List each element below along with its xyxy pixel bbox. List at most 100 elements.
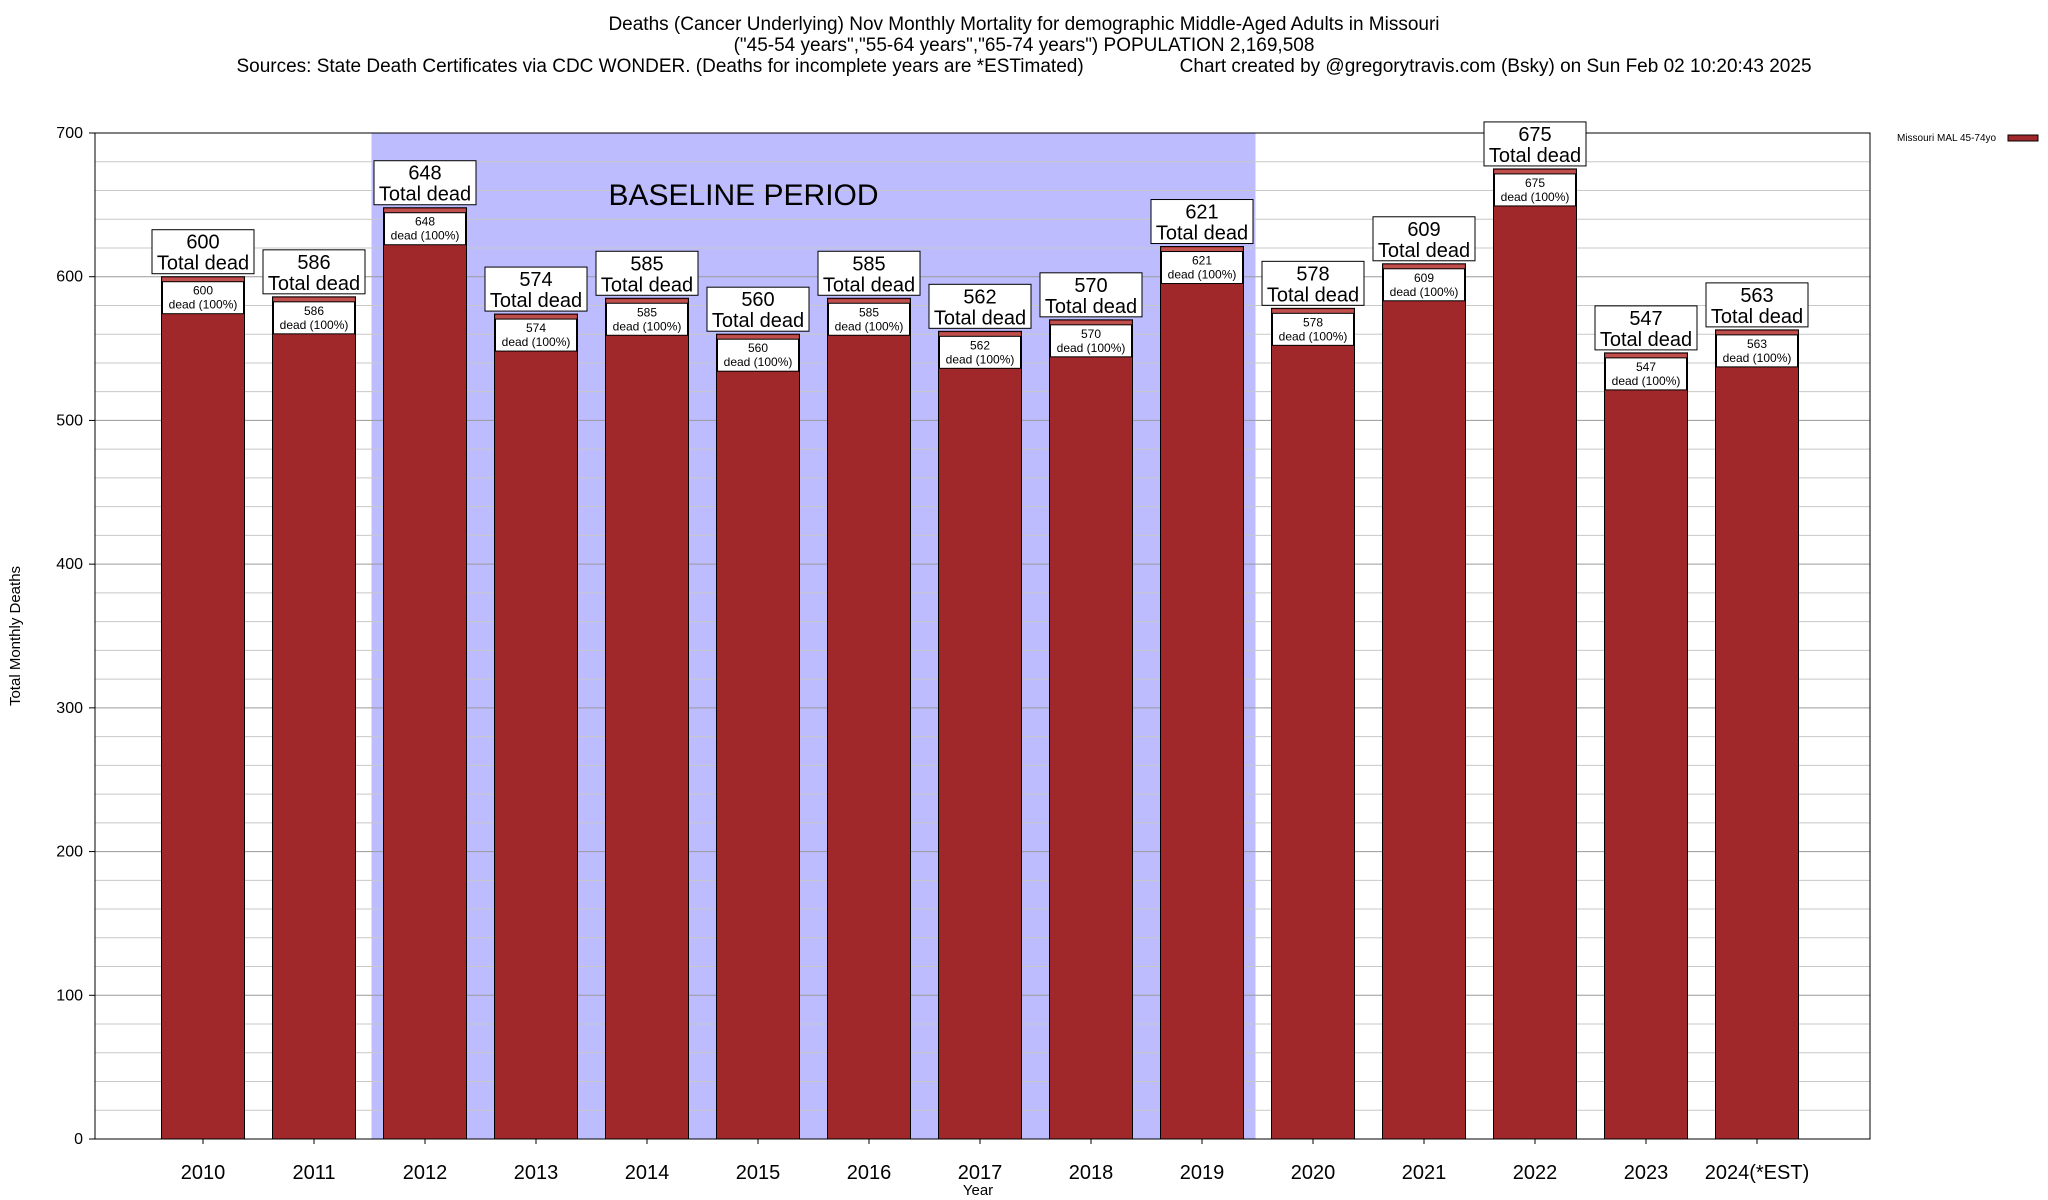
inner-label-value: 562: [970, 338, 990, 352]
bar-cap: [384, 208, 466, 213]
total-label-value: 574: [519, 269, 552, 291]
inner-label-text: dead (100%): [502, 335, 571, 349]
y-tick-label: 300: [56, 700, 83, 717]
bar-cap: [828, 299, 910, 304]
inner-label-text: dead (100%): [946, 352, 1015, 366]
x-tick-label: 2010: [181, 1162, 226, 1184]
bar-cap: [273, 297, 355, 302]
y-tick-label: 700: [56, 125, 83, 142]
inner-label-box: [606, 302, 688, 336]
inner-label-box: [939, 335, 1021, 369]
bar: [272, 296, 356, 1140]
total-label-text: Total dead: [1378, 240, 1470, 262]
bar-cap: [495, 315, 577, 320]
inner-label-box: [1716, 334, 1798, 368]
x-tick-label: 2022: [1513, 1162, 1558, 1184]
inner-label-value: 563: [1747, 337, 1767, 351]
total-label-text: Total dead: [1600, 329, 1692, 351]
inner-label-box: [828, 302, 910, 336]
inner-label-value: 547: [1636, 360, 1656, 374]
x-tick-label: 2014: [625, 1162, 670, 1184]
total-label-value: 578: [1296, 263, 1329, 285]
inner-label-value: 675: [1525, 176, 1545, 190]
inner-label-box: [717, 338, 799, 372]
inner-label-text: dead (100%): [613, 319, 682, 333]
total-label-box: [595, 250, 699, 296]
total-label-box: [817, 250, 921, 296]
bar-cap: [1605, 353, 1687, 358]
total-label-box: [1039, 272, 1143, 318]
inner-label-text: dead (100%): [1390, 285, 1459, 299]
x-tick-label: 2020: [1291, 1162, 1336, 1184]
x-tick-label: 2021: [1402, 1162, 1447, 1184]
inner-label-text: dead (100%): [169, 298, 238, 312]
inner-label-box: [1383, 268, 1465, 302]
bar: [1160, 246, 1244, 1140]
x-tick-label: 2017: [958, 1162, 1003, 1184]
bar-cap: [1161, 247, 1243, 252]
bar: [1382, 263, 1466, 1140]
bar: [605, 297, 689, 1140]
total-label-box: [484, 266, 588, 312]
total-label-value: 547: [1629, 308, 1662, 330]
total-label-text: Total dead: [1489, 145, 1581, 167]
chart-title: Deaths (Cancer Underlying) Nov Monthly M…: [608, 14, 1440, 35]
bar-cap: [1716, 330, 1798, 335]
total-label-value: 585: [852, 253, 885, 275]
total-label-box: [1705, 282, 1809, 328]
total-label-text: Total dead: [379, 184, 471, 206]
y-tick-label: 0: [74, 1131, 83, 1148]
inner-label-box: [1050, 324, 1132, 358]
inner-label-box: [1605, 357, 1687, 391]
chart-title-block: Deaths (Cancer Underlying) Nov Monthly M…: [0, 14, 2048, 77]
bar: [1271, 307, 1355, 1140]
x-tick-label: 2013: [514, 1162, 559, 1184]
x-tick-label: 2018: [1069, 1162, 1114, 1184]
total-label-value: 621: [1185, 202, 1218, 224]
total-label-box: [706, 286, 810, 332]
total-label-text: Total dead: [1156, 223, 1248, 245]
inner-label-value: 560: [748, 341, 768, 355]
total-label-box: [1594, 305, 1698, 351]
total-label-value: 570: [1074, 275, 1107, 297]
inner-label-box: [384, 212, 466, 246]
chart-sources: Sources: State Death Certificates via CD…: [236, 56, 1084, 77]
y-tick-label: 100: [56, 987, 83, 1004]
bar: [494, 313, 578, 1140]
inner-label-box: [1272, 312, 1354, 346]
x-tick-label: 2023: [1624, 1162, 1669, 1184]
bar: [1049, 319, 1133, 1140]
inner-label-value: 570: [1081, 327, 1101, 341]
inner-label-value: 609: [1414, 271, 1434, 285]
total-label-value: 562: [963, 286, 996, 308]
x-tick-label: 2019: [1180, 1162, 1225, 1184]
bar: [827, 297, 911, 1140]
inner-label-text: dead (100%): [835, 319, 904, 333]
inner-label-box: [495, 318, 577, 352]
inner-label-box: [273, 301, 355, 335]
total-label-text: Total dead: [934, 307, 1026, 329]
bar: [1604, 352, 1688, 1140]
total-label-text: Total dead: [268, 273, 360, 295]
bar: [383, 207, 467, 1140]
total-label-text: Total dead: [601, 274, 693, 296]
bar-cap: [1050, 320, 1132, 325]
total-label-box: [262, 249, 366, 295]
inner-label-text: dead (100%): [1279, 329, 1348, 343]
total-label-text: Total dead: [1045, 296, 1137, 318]
inner-label-value: 585: [859, 305, 879, 319]
total-label-text: Total dead: [157, 253, 249, 275]
inner-label-text: dead (100%): [1612, 374, 1681, 388]
total-label-text: Total dead: [490, 290, 582, 312]
bar-cap: [606, 299, 688, 304]
inner-label-value: 586: [304, 304, 324, 318]
chart-credit: Chart created by @gregorytravis.com (Bsk…: [1179, 56, 1812, 77]
